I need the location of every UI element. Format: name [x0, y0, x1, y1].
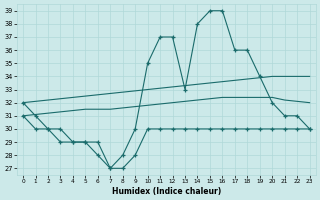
X-axis label: Humidex (Indice chaleur): Humidex (Indice chaleur): [112, 187, 221, 196]
